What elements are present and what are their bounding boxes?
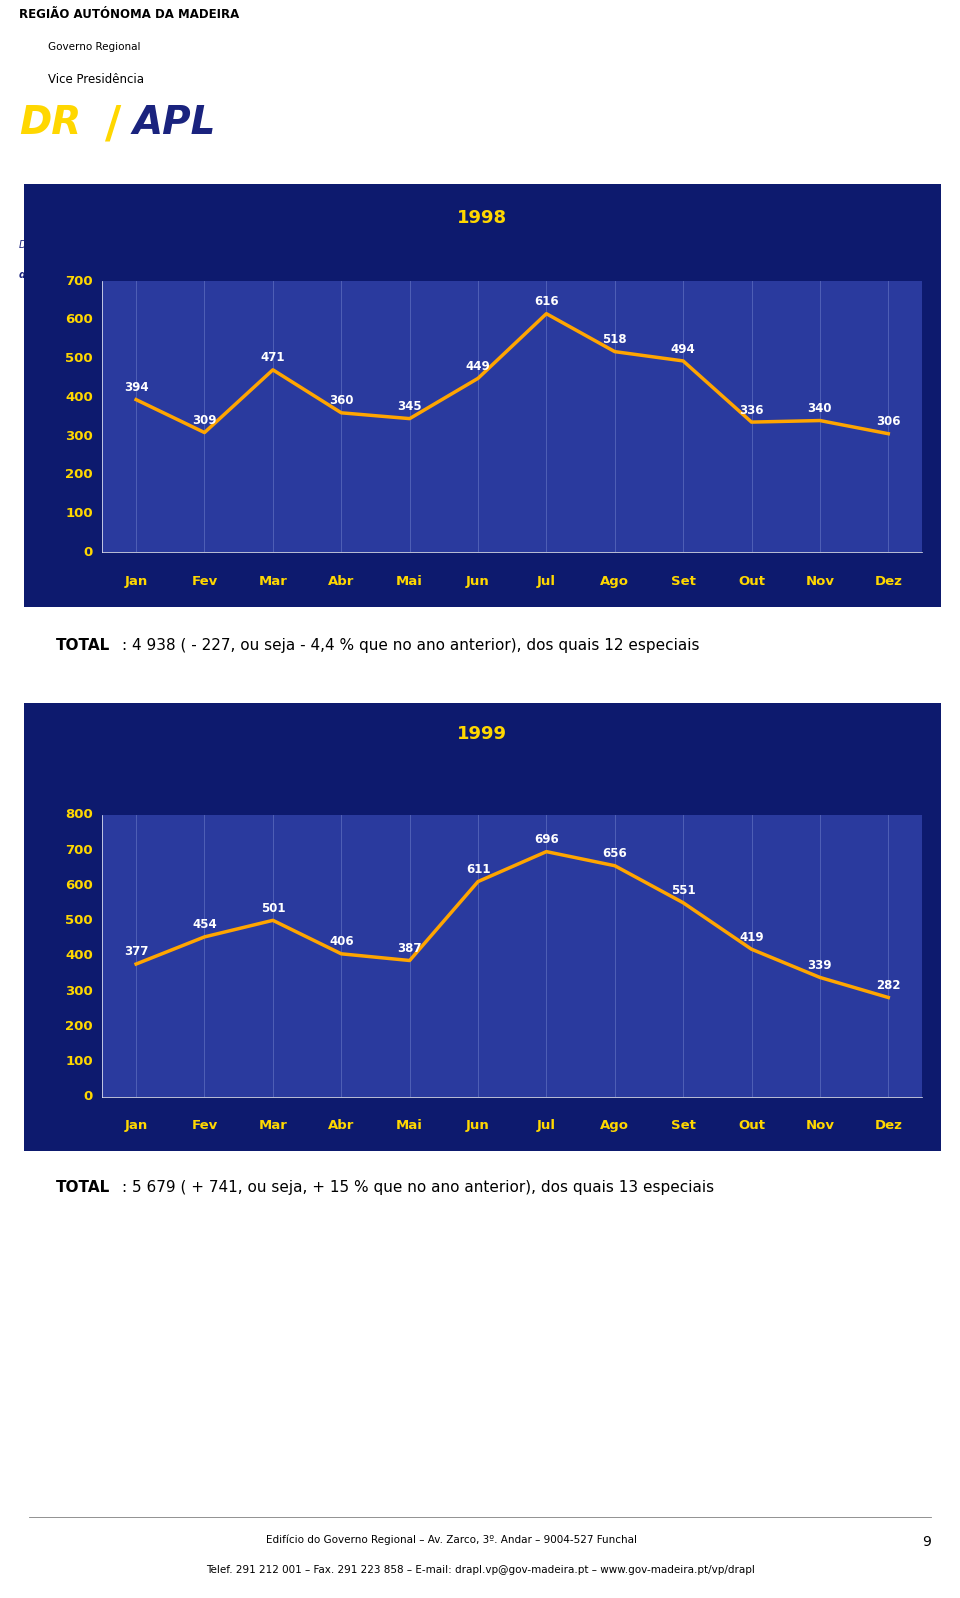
Text: Abr: Abr: [328, 1120, 354, 1133]
Text: 100: 100: [65, 507, 93, 519]
Text: 616: 616: [534, 296, 559, 308]
Text: Jan: Jan: [125, 1120, 148, 1133]
Text: : 4 938 ( - 227, ou seja - 4,4 % que no ano anterior), dos quais 12 especiais: : 4 938 ( - 227, ou seja - 4,4 % que no …: [122, 638, 700, 654]
Text: Fev: Fev: [191, 575, 218, 588]
Text: 400: 400: [65, 949, 93, 962]
Text: Jul: Jul: [537, 1120, 556, 1133]
Text: Set: Set: [671, 1120, 696, 1133]
Text: 700: 700: [65, 275, 93, 288]
Text: 306: 306: [876, 415, 900, 428]
Text: 1998: 1998: [457, 209, 508, 227]
Text: 696: 696: [534, 833, 559, 845]
Text: Set: Set: [671, 575, 696, 588]
Text: 419: 419: [739, 930, 764, 943]
Text: Mar: Mar: [258, 575, 287, 588]
Text: 100: 100: [65, 1055, 93, 1067]
Text: 0: 0: [84, 1090, 93, 1103]
Text: Nov: Nov: [805, 1120, 834, 1133]
Text: 518: 518: [603, 334, 627, 347]
Text: 200: 200: [65, 1020, 93, 1032]
Text: : 5 679 ( + 741, ou seja, + 15 % que no ano anterior), dos quais 13 especiais: : 5 679 ( + 741, ou seja, + 15 % que no …: [122, 1179, 714, 1195]
Text: Mar: Mar: [258, 1120, 287, 1133]
Text: 387: 387: [397, 941, 421, 956]
Text: Jan: Jan: [125, 575, 148, 588]
Text: 471: 471: [260, 352, 285, 364]
Text: 600: 600: [65, 879, 93, 892]
Text: 1999: 1999: [457, 725, 508, 743]
Text: Fev: Fev: [191, 1120, 218, 1133]
Text: Jun: Jun: [467, 1120, 490, 1133]
Text: 336: 336: [739, 404, 764, 417]
Text: 0: 0: [84, 545, 93, 559]
Text: Jul: Jul: [537, 575, 556, 588]
Text: 360: 360: [329, 395, 353, 407]
Text: Ago: Ago: [600, 575, 629, 588]
Text: 339: 339: [807, 959, 832, 972]
Text: Telef. 291 212 001 – Fax. 291 223 858 – E-mail: drapl.vp@gov-madeira.pt – www.go: Telef. 291 212 001 – Fax. 291 223 858 – …: [205, 1564, 755, 1574]
Text: 406: 406: [329, 935, 353, 948]
Text: 501: 501: [260, 901, 285, 914]
Text: 500: 500: [65, 914, 93, 927]
Text: Jun: Jun: [467, 575, 490, 588]
Text: 611: 611: [466, 863, 491, 876]
Text: 345: 345: [397, 400, 422, 414]
Text: APL: APL: [132, 104, 215, 142]
Text: 377: 377: [124, 946, 148, 959]
Text: 9: 9: [923, 1534, 931, 1548]
Text: 394: 394: [124, 382, 149, 395]
Text: Dez: Dez: [875, 1120, 902, 1133]
Text: TOTAL: TOTAL: [56, 638, 110, 654]
Text: 551: 551: [671, 884, 695, 896]
Text: 700: 700: [65, 844, 93, 857]
Text: TOTAL: TOTAL: [56, 1179, 110, 1195]
Text: 300: 300: [65, 430, 93, 443]
Text: Nov: Nov: [805, 575, 834, 588]
Text: Mai: Mai: [396, 1120, 423, 1133]
Text: REGIÃO AUTÓNOMA DA MADEIRA: REGIÃO AUTÓNOMA DA MADEIRA: [19, 8, 239, 21]
Text: Dez: Dez: [875, 575, 902, 588]
Text: DR: DR: [19, 104, 82, 142]
Text: 449: 449: [466, 360, 491, 372]
Text: 400: 400: [65, 392, 93, 404]
Text: 309: 309: [192, 414, 217, 427]
Text: Ago: Ago: [600, 1120, 629, 1133]
Text: 656: 656: [602, 847, 627, 860]
Text: Abr: Abr: [328, 575, 354, 588]
Text: Out: Out: [738, 1120, 765, 1133]
Text: /: /: [106, 104, 122, 147]
Text: Edifício do Governo Regional – Av. Zarco, 3º. Andar – 9004-527 Funchal: Edifício do Governo Regional – Av. Zarco…: [266, 1534, 636, 1545]
Text: 800: 800: [65, 809, 93, 821]
Text: 454: 454: [192, 919, 217, 932]
Text: 200: 200: [65, 468, 93, 481]
Text: 600: 600: [65, 313, 93, 326]
Text: Mai: Mai: [396, 575, 423, 588]
Text: Vice Presidência: Vice Presidência: [48, 74, 144, 86]
Text: 340: 340: [807, 403, 832, 415]
Text: da Administração Pública e Local: da Administração Pública e Local: [19, 268, 201, 280]
Text: Out: Out: [738, 575, 765, 588]
Text: Direcção Regional: Direcção Regional: [19, 240, 108, 249]
Text: 300: 300: [65, 984, 93, 997]
Text: 500: 500: [65, 352, 93, 364]
Text: Governo Regional: Governo Regional: [48, 42, 140, 51]
Text: 494: 494: [671, 342, 695, 355]
Text: 282: 282: [876, 980, 900, 992]
